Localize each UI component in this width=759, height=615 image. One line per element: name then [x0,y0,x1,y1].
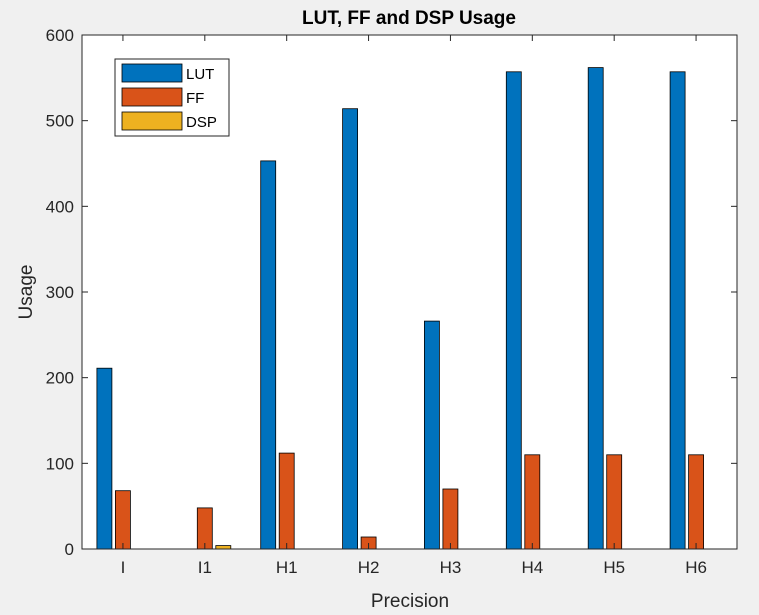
x-tick-label: I1 [198,558,212,577]
bar-lut-h3 [423,320,440,550]
y-tick-label: 400 [46,197,74,216]
x-tick-label: H6 [685,558,707,577]
ticks-group: 0 100 200 300 400 500 600 I I1 H1 H2 H3 H4 H5 H6 [46,26,737,577]
y-tick-label: 300 [46,283,74,302]
bar-dsp-i1 [215,545,232,550]
y-tick-label: 600 [46,26,74,45]
bar-ff-h3 [442,488,459,550]
y-tick-label: 100 [46,454,74,473]
x-axis-title: Precision [371,591,449,612]
legend-swatch-lut [121,63,183,83]
bar-ff-h5 [606,454,623,550]
x-tick-label: I [121,558,126,577]
bar-ff-i1 [196,507,213,550]
bar-lut-h5 [587,67,604,550]
x-tick-label: H3 [440,558,462,577]
bar-ff-h4 [524,454,541,550]
x-tick-label: H1 [276,558,298,577]
y-tick-label: 200 [46,369,74,388]
legend-swatch-ff [121,87,183,107]
bar-lut-h6 [669,71,686,550]
bars-group [96,67,704,550]
chart-title: LUT, FF and DSP Usage [302,8,516,29]
y-axis-title: Usage [16,265,37,320]
bar-ff-h6 [688,454,704,550]
bar-lut-h4 [505,71,522,550]
y-tick-label: 0 [65,540,74,559]
legend-label-dsp: DSP [186,114,217,131]
x-tick-label: H2 [358,558,380,577]
legend-label-lut: LUT [186,66,214,83]
y-tick-label: 500 [46,112,74,131]
legend-swatch-dsp [121,111,183,131]
legend: LUT FF DSP [114,58,230,137]
bar-ff-i [115,490,131,550]
bar-lut-i [96,367,113,550]
bar-ff-h1 [278,452,295,550]
x-tick-label: H4 [521,558,543,577]
legend-label-ff: FF [186,90,204,107]
x-tick-label: H5 [603,558,625,577]
bar-lut-h1 [260,160,277,550]
bar-lut-h2 [342,108,359,550]
